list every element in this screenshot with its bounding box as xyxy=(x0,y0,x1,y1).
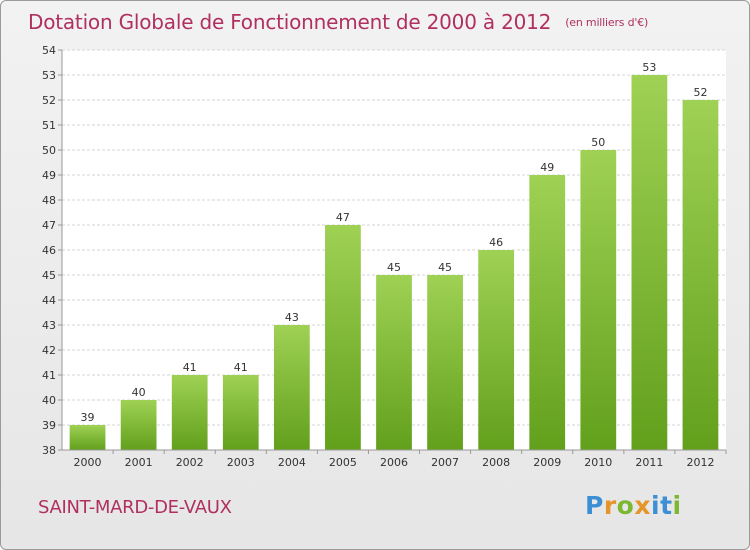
logo-letter: P xyxy=(585,491,604,520)
y-tick-label: 48 xyxy=(42,194,56,207)
y-tick-label: 39 xyxy=(42,419,56,432)
bars xyxy=(69,75,719,450)
bar xyxy=(427,275,463,450)
logo-letter: i xyxy=(672,491,682,520)
data-label: 40 xyxy=(132,386,146,399)
x-tick-label: 2002 xyxy=(176,456,204,469)
bar xyxy=(376,275,412,450)
bar xyxy=(69,425,106,450)
y-tick-label: 47 xyxy=(42,219,56,232)
x-tick-label: 2005 xyxy=(329,456,357,469)
data-label: 45 xyxy=(387,261,401,274)
data-label: 53 xyxy=(642,61,656,74)
y-tick-label: 44 xyxy=(42,294,56,307)
y-tick-label: 41 xyxy=(42,369,56,382)
y-tick-label: 46 xyxy=(42,244,56,257)
bar xyxy=(580,150,617,450)
unit-label: (en milliers d'€) xyxy=(565,16,649,29)
bar xyxy=(222,375,259,450)
data-labels: 39 40 41 41 43 47 45 45 46 49 50 53 52 xyxy=(81,61,708,424)
bar xyxy=(478,250,515,450)
bar xyxy=(682,100,719,450)
x-tick-label: 2001 xyxy=(125,456,153,469)
x-tick-label: 2009 xyxy=(533,456,561,469)
chart-title: Dotation Globale de Fonctionnement de 20… xyxy=(28,10,648,34)
x-axis-ticks: 2000 2001 2002 2003 2004 2005 2006 2007 2008 2009… xyxy=(74,450,727,469)
logo-letter: o xyxy=(616,491,635,520)
x-tick-label: 2012 xyxy=(686,456,714,469)
x-tick-label: 2003 xyxy=(227,456,255,469)
data-label: 50 xyxy=(591,136,605,149)
y-tick-label: 45 xyxy=(42,269,56,282)
bar xyxy=(120,400,157,450)
y-tick-label: 43 xyxy=(42,319,56,332)
y-tick-label: 51 xyxy=(42,119,56,132)
data-label: 43 xyxy=(285,311,299,324)
x-tick-label: 2004 xyxy=(278,456,306,469)
x-tick-label: 2006 xyxy=(380,456,408,469)
x-tick-label: 2000 xyxy=(74,456,102,469)
bar xyxy=(171,375,208,450)
logo-letter: t xyxy=(660,491,673,520)
y-tick-label: 50 xyxy=(42,144,56,157)
data-label: 39 xyxy=(81,411,95,424)
bar xyxy=(273,325,310,450)
title-text: Dotation Globale de Fonctionnement de 20… xyxy=(28,10,552,34)
data-label: 47 xyxy=(336,211,350,224)
bar xyxy=(325,225,361,450)
y-tick-label: 42 xyxy=(42,344,56,357)
y-tick-label: 53 xyxy=(42,69,56,82)
x-tick-label: 2010 xyxy=(584,456,612,469)
data-label: 49 xyxy=(540,161,554,174)
y-tick-label: 49 xyxy=(42,169,56,182)
x-tick-label: 2007 xyxy=(431,456,459,469)
data-label: 52 xyxy=(693,86,707,99)
x-tick-label: 2008 xyxy=(482,456,510,469)
x-tick-label: 2011 xyxy=(635,456,663,469)
y-tick-label: 38 xyxy=(42,444,56,457)
data-label: 41 xyxy=(234,361,248,374)
y-tick-label: 40 xyxy=(42,394,56,407)
data-label: 46 xyxy=(489,236,503,249)
y-tick-label: 54 xyxy=(42,44,56,57)
data-label: 41 xyxy=(183,361,197,374)
data-label: 45 xyxy=(438,261,452,274)
bar xyxy=(529,175,566,450)
proxiti-logo: Proxiti xyxy=(585,491,682,520)
bar xyxy=(631,75,668,450)
y-axis-ticks: 38 39 40 41 42 43 44 45 46 47 48 49 50 51 52 53 54 xyxy=(42,44,62,457)
logo-letter: r xyxy=(603,491,617,520)
logo-letter: x xyxy=(634,491,651,520)
logo-letter: i xyxy=(651,491,661,520)
commune-name: SAINT-MARD-DE-VAUX xyxy=(38,497,232,518)
y-tick-label: 52 xyxy=(42,94,56,107)
